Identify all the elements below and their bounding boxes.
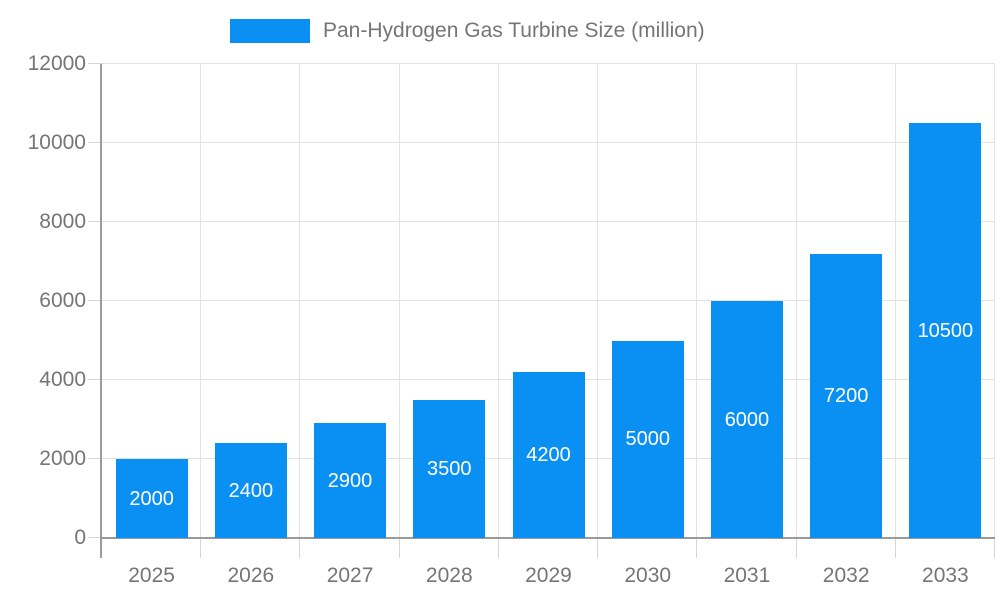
x-tick-mark (398, 538, 400, 558)
x-tick-mark (696, 538, 698, 558)
gridline-vertical (597, 64, 599, 538)
bar-2032[interactable]: 7200 (810, 253, 883, 538)
x-tick-label: 2025 (128, 564, 175, 587)
bar-value-label: 10500 (917, 319, 974, 342)
y-tick-label: 2000 (39, 447, 86, 470)
bar-value-label: 4200 (526, 444, 571, 467)
x-tick-mark (299, 538, 301, 558)
gridline-vertical (795, 64, 797, 538)
y-tick-mark (88, 221, 102, 222)
y-tick-mark (88, 458, 102, 459)
x-tick-label: 2029 (525, 564, 572, 587)
bar-value-label: 2400 (228, 479, 274, 502)
bar-value-label: 7200 (823, 384, 869, 407)
x-tick-mark (795, 538, 797, 558)
x-tick-label: 2033 (922, 564, 969, 587)
legend-label: Pan-Hydrogen Gas Turbine Size (million) (323, 19, 705, 42)
x-tick-mark (597, 538, 599, 558)
x-tick-label: 2030 (624, 564, 672, 587)
legend[interactable]: Pan-Hydrogen Gas Turbine Size (million) (230, 19, 705, 43)
bar-2025[interactable]: 2000 (115, 459, 188, 538)
gridline-vertical (299, 64, 301, 538)
x-tick-label: 2027 (326, 564, 374, 587)
bar-2031[interactable]: 6000 (710, 301, 783, 538)
gridline-vertical (994, 64, 995, 538)
bar-2030[interactable]: 5000 (611, 340, 684, 538)
x-tick-mark (200, 538, 202, 558)
gridline-vertical (497, 64, 499, 538)
gridline-vertical (200, 64, 202, 538)
y-tick-mark (88, 300, 102, 301)
y-tick-mark (88, 379, 102, 380)
y-tick-mark (88, 537, 102, 538)
gridline-horizontal (102, 63, 995, 64)
bar-2028[interactable]: 3500 (413, 399, 486, 538)
x-tick-label: 2032 (822, 564, 870, 587)
y-tick-mark (88, 142, 102, 143)
y-tick-mark (88, 63, 102, 64)
y-tick-label: 0 (74, 526, 86, 549)
y-tick-label: 4000 (39, 368, 86, 391)
x-tick-label: 2031 (723, 564, 771, 587)
bar-value-label: 5000 (625, 428, 670, 451)
y-axis-line (100, 64, 102, 558)
y-tick-label: 12000 (27, 52, 86, 75)
bar-value-label: 2000 (129, 487, 174, 510)
gridline-horizontal (102, 221, 995, 222)
x-tick-mark (497, 538, 499, 558)
bar-2027[interactable]: 2900 (314, 423, 387, 538)
gridline-horizontal (102, 300, 995, 301)
gridline-vertical (894, 64, 896, 538)
x-tick-mark (994, 538, 995, 558)
legend-swatch (230, 19, 310, 43)
bar-2029[interactable]: 4200 (512, 372, 585, 538)
y-tick-label: 10000 (27, 131, 86, 154)
y-tick-label: 8000 (39, 210, 86, 233)
bar-value-label: 2900 (327, 469, 373, 492)
bar-value-label: 6000 (724, 408, 770, 431)
gridline-vertical (696, 64, 698, 538)
y-tick-label: 6000 (39, 289, 86, 312)
x-tick-mark (894, 538, 896, 558)
bar-2033[interactable]: 10500 (909, 123, 982, 538)
gridline-horizontal (102, 142, 995, 143)
gridline-vertical (398, 64, 400, 538)
x-tick-label: 2028 (425, 564, 473, 587)
bar-2026[interactable]: 2400 (214, 443, 287, 538)
bar-value-label: 3500 (427, 457, 472, 480)
x-axis-line (100, 537, 995, 539)
x-tick-label: 2026 (227, 564, 275, 587)
